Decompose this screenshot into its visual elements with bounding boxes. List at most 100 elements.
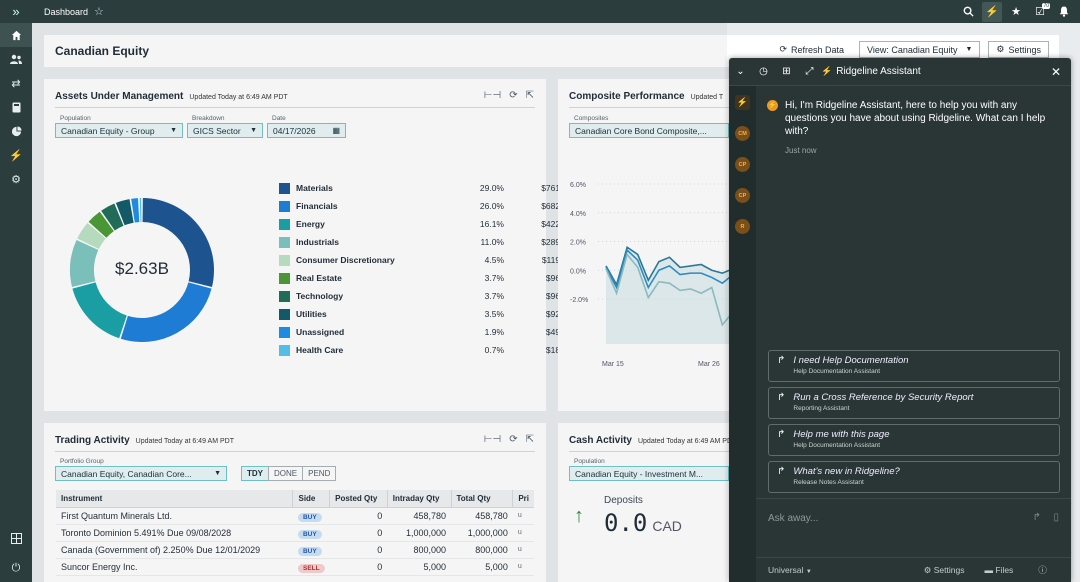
suggestion-button[interactable]: ↱ I need Help Documentation Help Documenta… [768,350,1060,382]
transfer-arrows-icon[interactable]: ⇄ [11,77,21,90]
search-icon[interactable] [958,2,978,22]
date-picker[interactable]: Date 04/17/2026 ▦ [267,115,346,138]
donut-slice-materials [142,198,214,287]
assistant-rail: ⚡ CM CP CP R [729,86,756,582]
assistant-input[interactable]: Ask away... ↱ ▯ [756,498,1071,542]
pri-cell: u [512,524,534,542]
y-tick-label: 4.0% [570,211,586,218]
up-arrow-icon: ↑ [574,505,584,527]
collapse-chevron-icon[interactable]: ⌄ [736,66,745,77]
legend-swatch [279,200,290,212]
column-header-pri[interactable]: Pri [512,490,534,508]
pie-chart-icon[interactable] [0,119,32,143]
conversation-avatar[interactable]: CP [735,188,750,203]
population-value: Canadian Equity - Group [61,125,155,136]
settings-label: Settings [1008,44,1041,55]
power-icon[interactable]: ⏻ [11,561,21,574]
legend-swatch [279,236,290,248]
segment-pend[interactable]: PEND [302,466,337,481]
aum-donut-chart [70,198,214,342]
open-external-icon[interactable]: ⇱ [525,90,534,101]
column-header-posted-qty[interactable]: Posted Qty [329,490,388,508]
files-button[interactable]: ▬ Files [984,565,1013,575]
side-badge: BUY [297,512,322,522]
suggestion-button[interactable]: ↱ What's new in Ridgeline? Release Notes A… [768,461,1060,493]
suggestion-text: Run a Cross Reference by Security Report [793,392,974,403]
column-header-total-qty[interactable]: Total Qty [450,490,513,508]
divider [55,107,535,108]
home-icon[interactable] [0,23,32,47]
table-row[interactable]: Canada (Government of) 2.250% Due 12/01/… [56,541,534,559]
refresh-icon[interactable]: ⟳ [509,434,518,445]
suggestion-subtitle: Help Documentation Assistant [793,442,881,449]
legend-swatch [279,254,290,266]
assistant-avatar-icon: ⚡ [767,100,778,111]
refresh-data-button[interactable]: ⟳ Refresh Data [772,41,852,58]
legend-name: Unassigned [296,327,345,337]
table-row[interactable]: First Quantum Minerals Ltd. BUY 0 458,78… [56,507,534,525]
portfolio-group-filter[interactable]: Portfolio Group Canadian Equity, Canadia… [55,458,227,481]
chevron-down-icon: ▼ [805,569,812,575]
bolt-icon[interactable]: ⚡ [9,149,23,162]
assistant-footer: Universal ▼ ⚙ Settings ▬ Files ⓘ [756,557,1071,582]
aum-total: $2.63B [115,259,169,278]
conversation-avatar[interactable]: CP [735,157,750,172]
users-icon[interactable] [0,47,32,71]
open-external-icon[interactable]: ⇱ [525,434,534,445]
gear-icon[interactable]: ⚙ [11,173,21,186]
mode-dropdown[interactable]: Universal ▼ [768,565,812,575]
breakdown-value: GICS Sector [193,125,241,136]
legend-percent: 4.5% [484,255,504,265]
suggestion-button[interactable]: ↱ Help me with this page Help Documentatio… [768,424,1060,456]
attach-icon[interactable]: ▯ [1053,512,1059,523]
send-icon[interactable]: ↱ [1032,512,1041,523]
history-clock-icon[interactable]: ◷ [759,66,768,77]
apps-grid-icon[interactable] [0,526,32,550]
view-dropdown[interactable]: View: Canadian Equity ▼ [859,41,981,58]
column-resize-icon[interactable]: ⊢⊣ [483,90,502,101]
intraday-qty-cell: 800,000 [387,541,451,559]
suggestion-subtitle: Help Documentation Assistant [793,368,881,375]
settings-button[interactable]: ⚙ Settings [988,41,1049,58]
legend-swatch [279,272,290,284]
assistant-bolt-icon[interactable]: ⚡ [982,1,1002,22]
chevron-down-icon: ▼ [965,46,973,53]
cash-population-filter[interactable]: Population Canadian Equity - Investment … [569,458,729,481]
notifications-bell-icon[interactable] [1054,2,1074,22]
conversation-avatar[interactable]: R [735,219,750,234]
column-header-instrument[interactable]: Instrument [56,490,293,508]
reply-arrow-icon: ↱ [777,466,786,477]
close-icon[interactable]: ✕ [1050,65,1061,79]
tasks-check-icon[interactable]: ☑ 70 [1035,2,1050,18]
breadcrumb-title: Dashboard [44,6,89,17]
legend-name: Energy [296,219,325,229]
posted-qty-cell: 0 [329,524,388,542]
trading-table: Instrument Side Posted Qty Intraday Qty … [56,490,534,576]
favorite-star-icon[interactable]: ☆ [94,6,104,18]
composites-filter[interactable]: Composites Canadian Core Bond Composite,… [569,115,729,138]
column-header-intraday-qty[interactable]: Intraday Qty [386,490,451,508]
chevron-down-icon: ▼ [170,127,177,134]
new-chat-icon[interactable]: ⊞ [782,66,791,77]
table-row[interactable]: Toronto Dominion 5.491% Due 09/08/2028 B… [56,524,534,542]
donut-slice-consumer-discretionary [77,222,106,249]
side-cell: BUY [292,541,330,559]
legend-name: Consumer Discretionary [296,255,395,265]
suggestion-button[interactable]: ↱ Run a Cross Reference by Security Repor… [768,387,1060,419]
population-filter[interactable]: Population Canadian Equity - Group ▼ [55,115,183,138]
expand-icon[interactable]: ⤢ [805,66,814,77]
favorites-star-icon[interactable]: ★ [1011,6,1021,18]
column-header-side[interactable]: Side [292,490,330,508]
conversation-avatar[interactable]: CM [735,126,750,141]
breakdown-filter[interactable]: Breakdown GICS Sector ▼ [187,115,263,138]
column-resize-icon[interactable]: ⊢⊣ [483,434,502,445]
total-qty-cell: 458,780 [451,507,513,525]
table-row[interactable]: Suncor Energy Inc. SELL 0 5,000 5,000 u [56,558,534,576]
composites-label: Composites [574,115,609,122]
refresh-icon[interactable]: ⟳ [509,90,518,101]
assistant-bolt-icon[interactable]: ⚡ [735,95,750,110]
expand-nav-icon[interactable]: » [12,4,20,19]
settings-button[interactable]: ⚙ Settings [924,565,965,576]
calculator-icon[interactable] [0,95,32,119]
info-icon[interactable]: ⓘ [1038,565,1047,575]
